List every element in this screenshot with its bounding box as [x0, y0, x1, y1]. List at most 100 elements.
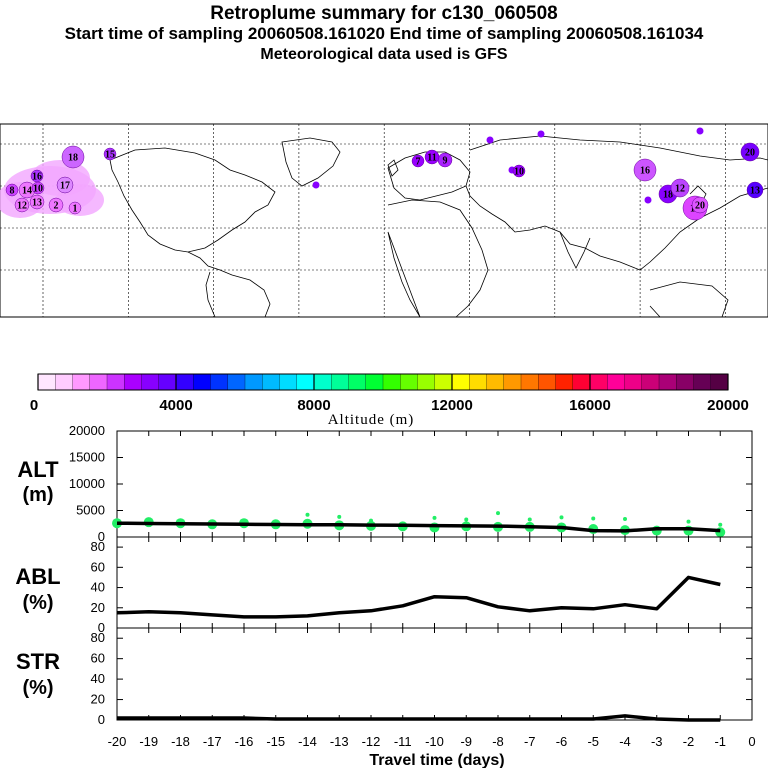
plume-marker-label: 9: [443, 156, 448, 167]
plume-marker: [633, 158, 657, 182]
colorbar-cell: [244, 373, 263, 391]
colorbar-cell: [589, 373, 608, 391]
plume-centroids: 181615141312172019181612132810791201110: [0, 127, 764, 221]
alt-cluster-point: [591, 516, 596, 521]
colorbar-cell: [365, 373, 384, 391]
alt-cluster-point: [464, 517, 469, 522]
colorbar-cell: [193, 373, 211, 391]
plume-dot: [312, 181, 320, 189]
colorbar-cell: [434, 373, 453, 391]
colorbar-cell: [658, 373, 677, 391]
str-label: STR: [16, 649, 60, 674]
plume-marker: [424, 149, 440, 165]
x-tick-label: -3: [651, 734, 663, 749]
str-units: (%): [22, 677, 53, 699]
alt-cluster-point: [369, 518, 373, 523]
colorbar-cell: [262, 373, 280, 391]
alt-units: (m): [22, 484, 53, 506]
plume-marker: [103, 147, 117, 161]
plume-marker-label: 8: [10, 186, 15, 197]
colorbar-cell: [538, 373, 556, 391]
colorbar-cell: [400, 373, 418, 391]
altitude-colorbar: 0 4000 8000 12000 16000 20000 Altitude (m): [30, 373, 749, 428]
colorbar-cell: [624, 373, 643, 391]
colorbar-cell: [313, 373, 332, 391]
y-tick-label: 40: [91, 671, 105, 686]
plume-marker-label: 20: [745, 148, 755, 159]
plume-dot: [486, 136, 494, 144]
colorbar-cell: [710, 373, 729, 391]
x-tick-label: -18: [171, 734, 190, 749]
plume-marker-label: 2: [54, 201, 59, 212]
plume-dot: [537, 130, 545, 138]
plume-marker-label: 13: [32, 198, 42, 209]
colorbar-cell: [486, 373, 505, 391]
alt-cluster-point: [718, 522, 723, 527]
met-data-note: Meteorological data used is GFS: [260, 46, 508, 63]
x-tick-label: -16: [235, 734, 254, 749]
plume-dot: [644, 196, 652, 204]
colorbar-cell: [503, 373, 522, 391]
plume-marker-label: 15: [105, 150, 115, 161]
y-tick-label: 80: [91, 630, 105, 645]
alt-cluster-point: [623, 516, 627, 521]
plume-marker-label: 10: [514, 167, 524, 178]
y-tick-label: 15000: [69, 450, 105, 465]
plume-marker: [512, 164, 526, 178]
plume-marker: [61, 145, 85, 169]
y-tick-label: 80: [91, 539, 105, 554]
str-series-line: [117, 714, 721, 722]
plume-dot: [696, 127, 704, 135]
colorbar-tick-label: 20000: [707, 397, 749, 414]
colorbar-cell: [331, 373, 349, 391]
x-tick-label: -13: [330, 734, 349, 749]
x-tick-label: 0: [748, 734, 755, 749]
x-axis-label: Travel time (days): [369, 752, 504, 768]
x-tick-label: -7: [524, 734, 536, 749]
world-map: 181615141312172019181612132810791201110: [0, 123, 768, 318]
plume-marker-label: 16: [32, 172, 42, 183]
y-tick-label: 40: [91, 580, 105, 595]
alt-cluster-point: [496, 511, 500, 516]
abl-label: ABL: [15, 564, 60, 589]
colorbar-cell: [175, 373, 194, 391]
x-tick-label: -20: [108, 734, 127, 749]
y-tick-label: 20000: [69, 423, 105, 438]
plume-marker: [411, 154, 425, 168]
plume-marker: [691, 196, 709, 214]
plume-marker-label: 11: [427, 153, 436, 164]
alt-cluster-point: [337, 514, 342, 519]
y-tick-label: 10000: [69, 476, 105, 491]
plume-marker: [29, 194, 45, 210]
x-tick-label: -17: [203, 734, 222, 749]
y-tick-label: 20: [91, 600, 105, 615]
plume-marker: [740, 142, 760, 162]
colorbar-cell: [124, 373, 142, 391]
colorbar-cell: [382, 373, 401, 391]
colorbar-tick-label: 4000: [159, 397, 192, 414]
x-tick-label: -15: [266, 734, 285, 749]
plume-marker: [48, 197, 64, 213]
plume-marker-label: 20: [695, 201, 705, 212]
plume-marker-label: 16: [640, 166, 650, 177]
colorbar-cell: [641, 373, 660, 391]
alt-cluster-point: [686, 519, 691, 524]
x-tick-label: -14: [298, 734, 317, 749]
x-tick-label: -8: [492, 734, 504, 749]
colorbar-tick-label: 16000: [569, 397, 611, 414]
plume-marker-label: 7: [416, 157, 421, 168]
alt-cluster-point: [305, 512, 310, 517]
colorbar-tick-label: 8000: [297, 397, 330, 414]
colorbar-cell: [106, 373, 125, 391]
time-series-panels: ALT (m) ABL (%) STR (%) 2000015000100005…: [15, 423, 755, 749]
y-tick-label: 0: [98, 712, 105, 727]
colorbar-cell: [89, 373, 108, 391]
plume-marker: [14, 197, 30, 213]
plume-marker-label: 18: [68, 153, 78, 164]
abl-units: (%): [22, 592, 53, 614]
plume-marker-label: 17: [60, 181, 70, 192]
plume-marker: [56, 176, 74, 194]
y-tick-label: 60: [91, 559, 105, 574]
colorbar-cell: [572, 373, 591, 391]
